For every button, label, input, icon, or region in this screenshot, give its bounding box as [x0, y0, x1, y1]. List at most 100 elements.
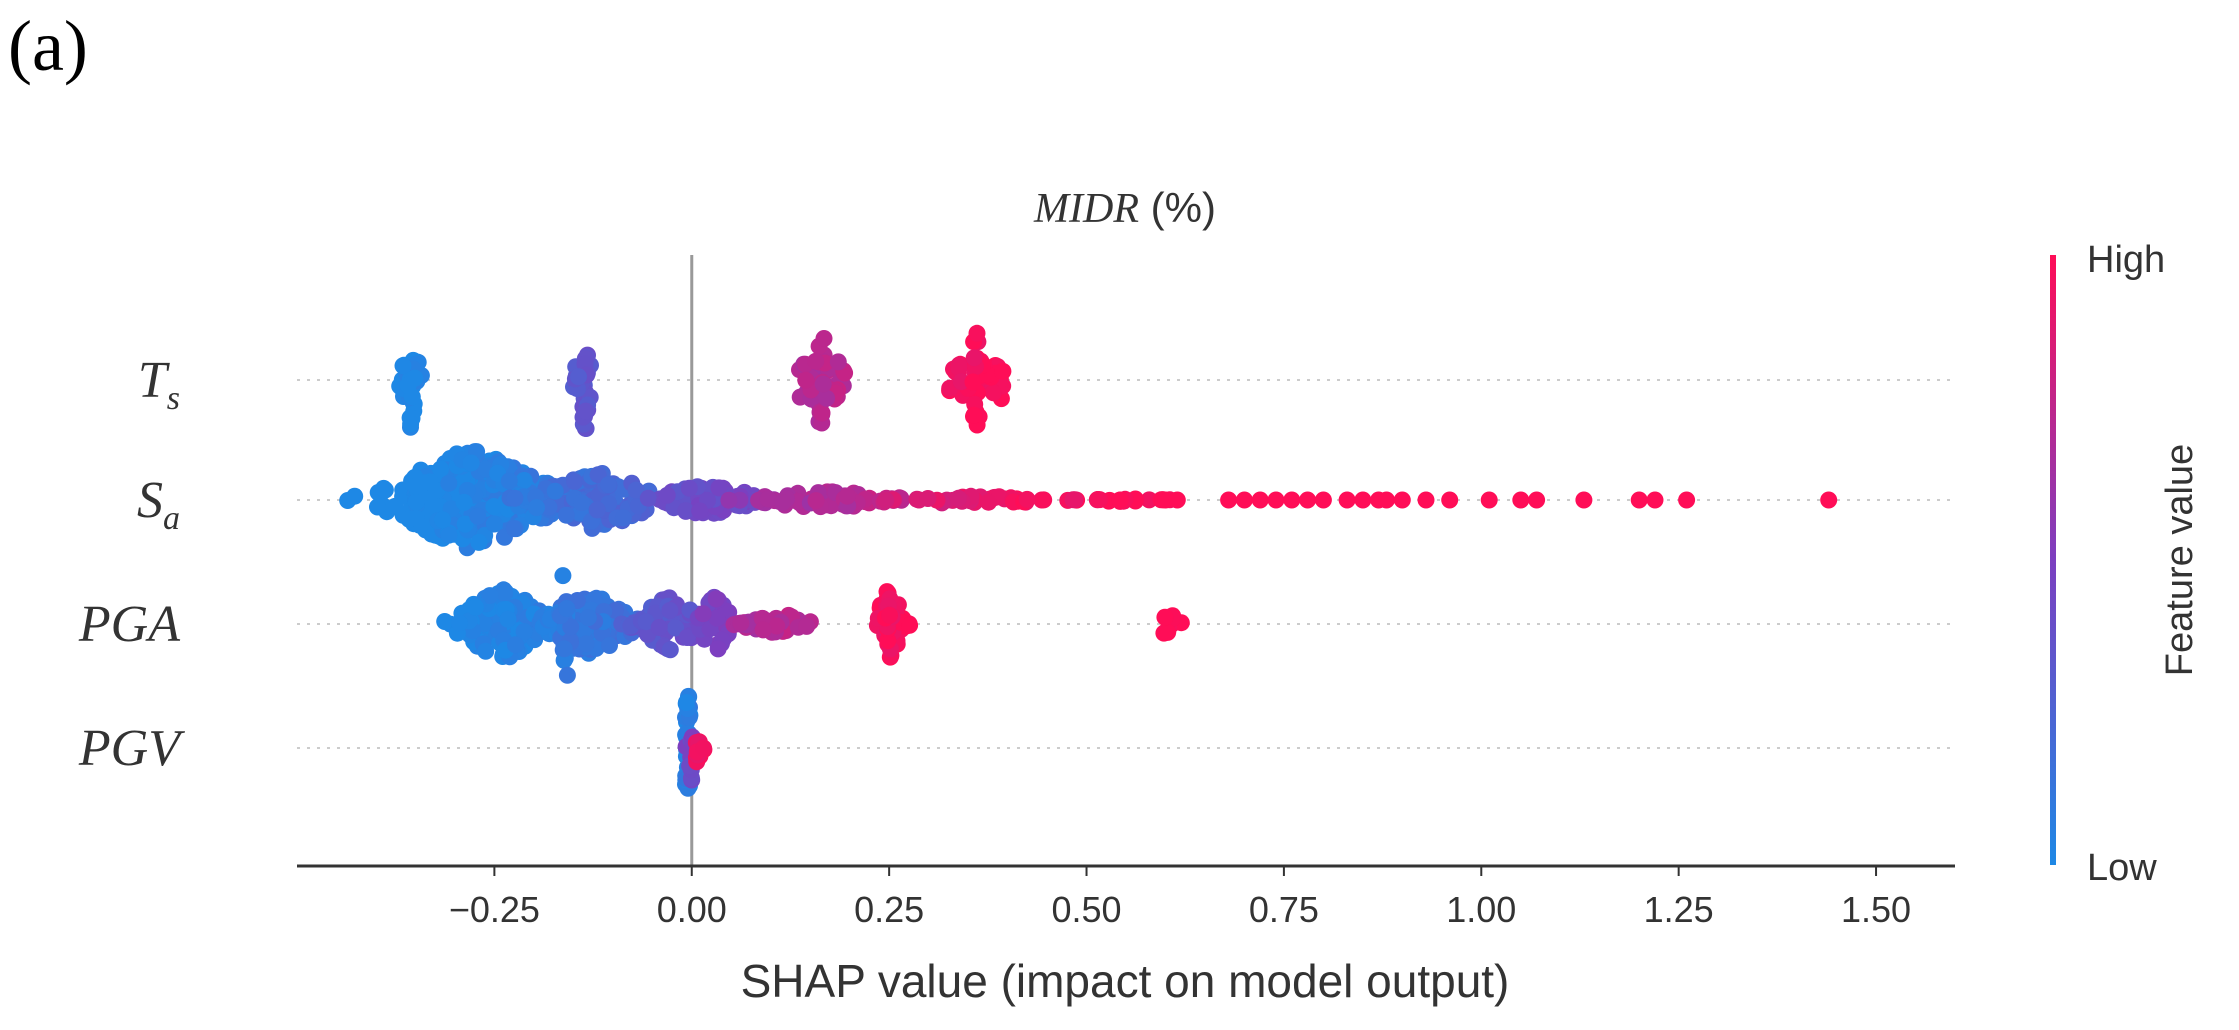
shap-point: [984, 384, 1002, 402]
shap-point: [901, 616, 919, 634]
shap-point: [614, 509, 632, 527]
shap-point: [838, 487, 856, 505]
shap-point: [577, 402, 595, 420]
chart-title: MIDR (%): [1033, 184, 1216, 232]
colorbar: [2050, 255, 2056, 865]
shap-point: [1157, 491, 1174, 509]
shap-point: [506, 489, 524, 507]
shap-point: [570, 368, 587, 386]
shap-point: [1338, 491, 1356, 509]
shap-point: [573, 494, 590, 512]
shap-point: [1267, 491, 1285, 509]
shap-point: [1528, 491, 1546, 509]
shap-point: [369, 498, 386, 516]
shap-point: [707, 590, 725, 608]
shap-point: [601, 637, 618, 654]
shap-point: [980, 493, 997, 511]
shap-point: [499, 610, 517, 628]
shap-point: [500, 472, 518, 490]
shap-point: [375, 479, 393, 497]
shap-point: [667, 619, 685, 637]
shap-point: [694, 605, 712, 623]
shap-point: [1066, 491, 1084, 509]
shap-point: [627, 481, 645, 499]
x-tick-label: 0.00: [657, 889, 727, 930]
shap-point: [485, 498, 503, 515]
shap-point: [658, 486, 676, 504]
shap-point: [1140, 491, 1158, 509]
shap-point: [691, 502, 709, 520]
shap-point: [434, 511, 452, 529]
shap-point: [528, 499, 545, 517]
shap-point: [470, 533, 488, 551]
shap-point: [637, 613, 655, 631]
shap-point: [708, 609, 726, 627]
shap-point: [1111, 491, 1129, 509]
shap-point: [496, 585, 514, 602]
x-axis-label: SHAP value (impact on model output): [741, 955, 1510, 1007]
shap-point: [555, 640, 573, 658]
feature-label: Ts: [138, 352, 180, 417]
shap-point: [1251, 491, 1269, 509]
shap-point: [1575, 491, 1593, 509]
shap-point: [815, 330, 833, 347]
feature-label: PGA: [78, 596, 180, 653]
shap-point: [1820, 491, 1838, 509]
shap-point: [759, 490, 777, 508]
shap-point: [515, 472, 533, 489]
shap-point: [818, 389, 836, 407]
shap-point: [797, 371, 815, 389]
shap-point: [402, 415, 420, 433]
shap-point: [566, 473, 584, 491]
shap-point: [829, 353, 847, 371]
shap-point: [710, 479, 728, 497]
shap-point: [1168, 491, 1186, 509]
shap-point: [919, 490, 937, 507]
shap-point: [1646, 491, 1664, 509]
shap-point: [994, 362, 1012, 380]
shap-point: [949, 489, 967, 507]
shap-point: [807, 352, 825, 370]
shap-point: [639, 489, 657, 507]
x-tick-label: 1.50: [1841, 889, 1911, 930]
shap-point: [1512, 491, 1530, 509]
shap-point: [1089, 491, 1107, 508]
shap-point: [1018, 490, 1036, 508]
shap-point: [469, 507, 487, 525]
shap-point: [554, 567, 572, 585]
shap-point: [807, 492, 825, 510]
shap-point: [1354, 491, 1372, 509]
shap-point: [1035, 491, 1053, 509]
shap-point: [754, 621, 772, 639]
shap-point: [424, 497, 442, 515]
shap-point: [485, 515, 503, 533]
shap-point: [399, 376, 417, 394]
shap-point: [507, 636, 524, 654]
colorbar-low-label: Low: [2087, 847, 2157, 889]
shap-point: [562, 618, 580, 636]
shap-point: [968, 324, 986, 342]
shap-point: [450, 614, 468, 632]
shap-point: [680, 479, 698, 497]
shap-point: [1441, 491, 1459, 509]
shap-point: [467, 598, 484, 616]
shap-point: [546, 482, 564, 500]
shap-point: [462, 454, 480, 472]
shap-point: [965, 349, 983, 367]
shap-point: [678, 629, 696, 646]
x-tick-label: 1.00: [1446, 889, 1516, 930]
x-axis-ticks: −0.25 0.00 0.25 0.50 0.75 1.00 1.25 1.50: [449, 866, 1911, 930]
shap-point: [965, 406, 983, 424]
shap-point: [456, 515, 474, 533]
shap-point: [709, 640, 727, 658]
colorbar-high-label: High: [2087, 239, 2165, 281]
shap-point: [455, 493, 473, 511]
shap-point: [1393, 491, 1411, 509]
shap-point: [877, 491, 895, 509]
x-tick-label: −0.25: [449, 889, 540, 930]
feature-label: PGV: [78, 720, 185, 777]
shap-point: [440, 526, 458, 544]
shap-point: [1314, 491, 1332, 509]
shap-point: [1159, 623, 1177, 641]
shap-point: [540, 498, 558, 516]
